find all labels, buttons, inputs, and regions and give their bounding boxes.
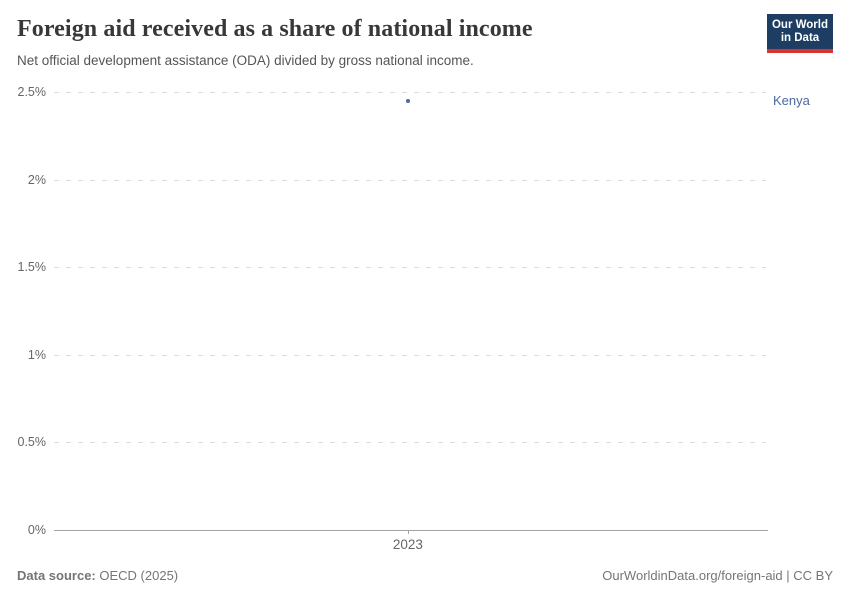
owid-logo-line1: Our World xyxy=(771,19,828,31)
y-tick-label: 2.5% xyxy=(17,85,47,99)
owid-logo[interactable]: Our World in Data xyxy=(767,14,833,53)
y-tick-label: 1% xyxy=(27,347,46,362)
data-source-label: Data source: xyxy=(17,568,96,583)
data-source-value: OECD (2025) xyxy=(99,568,179,583)
x-axis-line xyxy=(54,530,769,531)
chart-footer: Data source: OECD (2025) OurWorldinData.… xyxy=(17,567,833,584)
data-source-note: Data source: OECD (2025) xyxy=(17,567,178,584)
y-tick-label: 2% xyxy=(27,172,46,187)
plot-area: 2.5% 2% 1.5% 1% 0.5% 0% Kenya 2023 xyxy=(18,85,810,552)
y-tick-label: 1.5% xyxy=(17,260,47,275)
gridline xyxy=(54,92,766,93)
series-label-kenya[interactable]: Kenya xyxy=(773,92,810,108)
chart-title: Foreign aid received as a share of natio… xyxy=(17,16,533,42)
owid-logo-line2: in Data xyxy=(780,32,820,44)
x-tick-mark xyxy=(407,530,409,534)
y-tick-label: 0.5% xyxy=(17,435,47,450)
gridline xyxy=(54,442,766,444)
data-point-kenya[interactable] xyxy=(405,98,410,103)
gridline xyxy=(54,354,766,356)
gridline xyxy=(54,267,766,269)
chart-subtitle: Net official development assistance (ODA… xyxy=(17,53,474,68)
gridline xyxy=(54,179,766,181)
x-tick-label: 2023 xyxy=(392,537,423,552)
y-tick-label: 0% xyxy=(27,523,46,537)
attribution-link[interactable]: OurWorldinData.org/foreign-aid | CC BY xyxy=(602,568,833,583)
